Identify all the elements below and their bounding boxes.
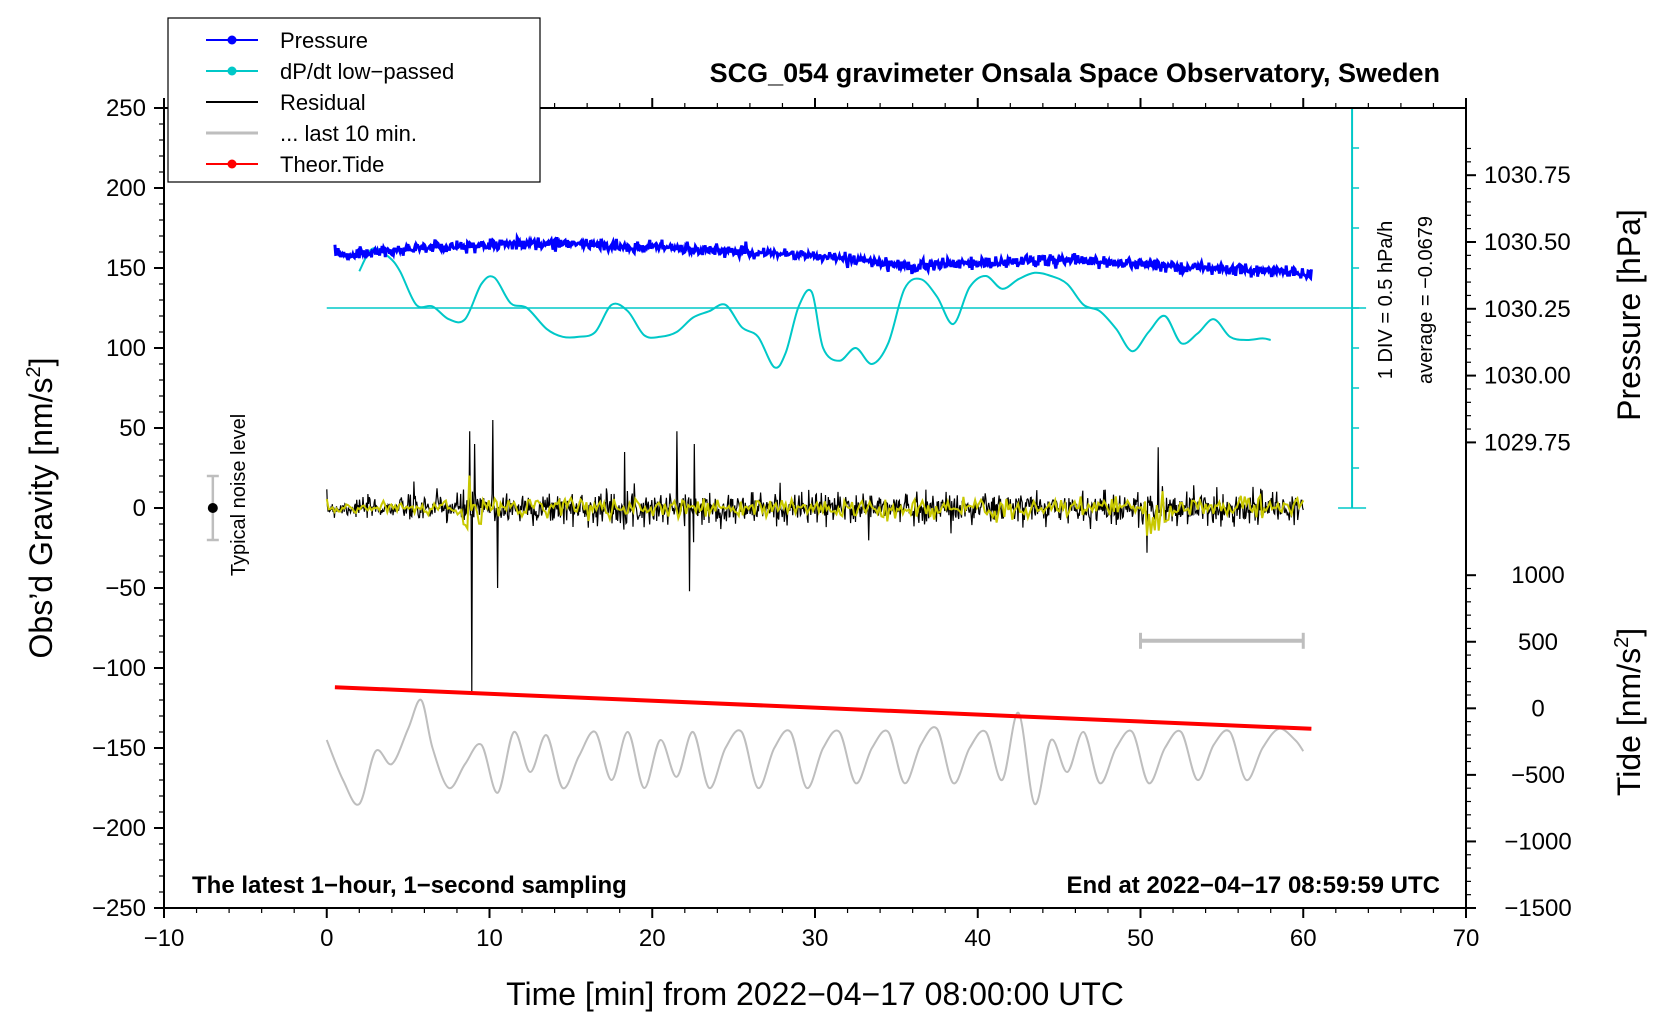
tide-tick-label: 500 bbox=[1518, 629, 1558, 656]
y-axis-title-main: Obs’d Gravity [nm/s2] bbox=[23, 358, 59, 659]
legend-marker bbox=[227, 66, 237, 76]
footer-right: End at 2022−04−17 08:59:59 UTC bbox=[1066, 872, 1440, 899]
dpdt-scale-label: 1 DIV = 0.5 hPa/h bbox=[1375, 221, 1397, 379]
noise-level-label: Typical noise level bbox=[228, 414, 250, 576]
x-tick-label: 40 bbox=[964, 925, 991, 952]
tide-tick-label: 0 bbox=[1531, 695, 1544, 722]
legend-label: ... last 10 min. bbox=[280, 121, 417, 146]
y-tick-label: −100 bbox=[92, 655, 146, 682]
series-pressure bbox=[333, 231, 1313, 282]
y-tick-label: −150 bbox=[92, 735, 146, 762]
x-tick-label: −10 bbox=[144, 925, 185, 952]
y-tick-label: 200 bbox=[106, 175, 146, 202]
legend-label: Pressure bbox=[280, 28, 368, 53]
y-tick-label: 0 bbox=[133, 495, 146, 522]
x-tick-label: 60 bbox=[1290, 925, 1317, 952]
y-axis-title-main-close: ] bbox=[23, 358, 59, 367]
x-tick-label: 70 bbox=[1453, 925, 1480, 952]
y-tick-label: −200 bbox=[92, 815, 146, 842]
series-layer bbox=[325, 231, 1313, 806]
x-tick-label: 10 bbox=[476, 925, 503, 952]
legend-label: dP/dt low−passed bbox=[280, 59, 454, 84]
pressure-tick-label: 1030.25 bbox=[1484, 296, 1571, 323]
legend-box bbox=[167, 17, 541, 183]
y-axis-title-main-text: Obs’d Gravity [nm/s bbox=[23, 378, 59, 659]
y-tick-label: −250 bbox=[92, 895, 146, 922]
legend-label: Residual bbox=[280, 90, 366, 115]
noise-indicator: Typical noise level bbox=[206, 414, 250, 576]
dpdt-scale-axis bbox=[326, 107, 1367, 509]
y-axis-title-pressure: Pressure [hPa] bbox=[1611, 209, 1647, 421]
y-tick-label: 150 bbox=[106, 255, 146, 282]
tide-tick-label: −500 bbox=[1511, 762, 1565, 789]
x-tick-label: 30 bbox=[802, 925, 829, 952]
series-dpdt bbox=[358, 247, 1271, 369]
pressure-tick-label: 1029.75 bbox=[1484, 429, 1571, 456]
legend-marker bbox=[227, 159, 237, 169]
legend-label: Theor.Tide bbox=[280, 152, 384, 177]
tide-tick-label: 1000 bbox=[1511, 562, 1564, 589]
x-tick-label: 0 bbox=[320, 925, 333, 952]
series-theoretical-tide bbox=[334, 685, 1312, 731]
tide-tick-label: −1500 bbox=[1504, 895, 1571, 922]
y-axis-title-main-sup: 2 bbox=[23, 366, 45, 377]
y-tick-label: 100 bbox=[106, 335, 146, 362]
dpdt-average-label: average = −0.0679 bbox=[1415, 216, 1437, 384]
legend-marker bbox=[227, 35, 237, 45]
series-residual bbox=[326, 419, 1304, 693]
y-axis-title-tide-sup: 2 bbox=[1611, 637, 1633, 648]
footer-left: The latest 1−hour, 1−second sampling bbox=[192, 872, 627, 899]
axes-layer: −10 0 10 20 30 40 50 60 70250200150100500−50−100… bbox=[92, 95, 1572, 952]
y-tick-label: 50 bbox=[119, 415, 146, 442]
legend-entries: Pressure dP/dt low−passed Residual ... last… bbox=[206, 28, 454, 177]
x-tick-label: 50 bbox=[1127, 925, 1154, 952]
ten-minute-scale-bar bbox=[1139, 632, 1305, 649]
pressure-tick-label: 1030.00 bbox=[1484, 363, 1571, 390]
pressure-tick-label: 1030.50 bbox=[1484, 229, 1571, 256]
y-tick-label: 250 bbox=[106, 95, 146, 122]
y-tick-label: −50 bbox=[105, 575, 146, 602]
y-axis-title-tide-close: ] bbox=[1611, 628, 1647, 637]
y-axis-title-tide: Tide [nm/s2] bbox=[1611, 628, 1647, 796]
noise-center-dot bbox=[207, 503, 218, 513]
tide-tick-label: −1000 bbox=[1504, 828, 1571, 855]
pressure-tick-label: 1030.75 bbox=[1484, 162, 1571, 189]
y-axis-title-tide-text: Tide [nm/s bbox=[1611, 648, 1647, 796]
chart-title: SCG_054 gravimeter Onsala Space Observat… bbox=[710, 58, 1440, 88]
x-tick-label: 20 bbox=[639, 925, 666, 952]
x-axis-title: Time [min] from 2022−04−17 08:00:00 UTC bbox=[506, 976, 1124, 1012]
series-last-10-min bbox=[325, 698, 1305, 806]
legend: Pressure dP/dt low−passed Residual ... last… bbox=[167, 17, 541, 183]
series-filtered-residual bbox=[325, 475, 1305, 536]
